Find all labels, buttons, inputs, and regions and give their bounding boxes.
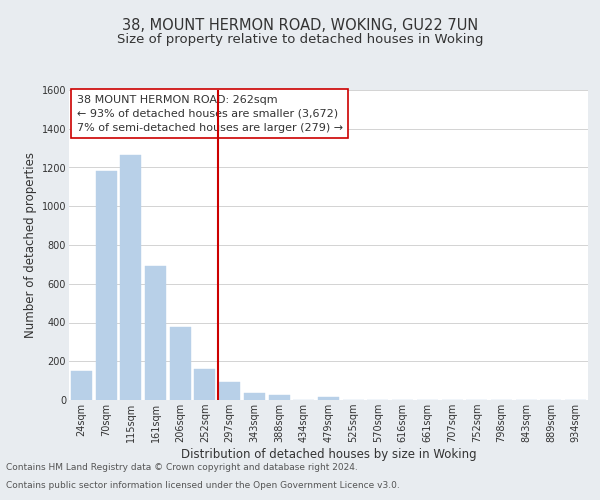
Bar: [194, 369, 215, 400]
Bar: [269, 395, 290, 400]
Y-axis label: Number of detached properties: Number of detached properties: [25, 152, 37, 338]
Bar: [219, 382, 240, 400]
Bar: [71, 372, 92, 400]
Text: Contains public sector information licensed under the Open Government Licence v3: Contains public sector information licen…: [6, 481, 400, 490]
Bar: [120, 155, 141, 400]
Text: Size of property relative to detached houses in Woking: Size of property relative to detached ho…: [117, 32, 483, 46]
Bar: [145, 266, 166, 400]
Bar: [244, 392, 265, 400]
Bar: [170, 328, 191, 400]
Text: 38, MOUNT HERMON ROAD, WOKING, GU22 7UN: 38, MOUNT HERMON ROAD, WOKING, GU22 7UN: [122, 18, 478, 32]
X-axis label: Distribution of detached houses by size in Woking: Distribution of detached houses by size …: [181, 448, 476, 461]
Text: 38 MOUNT HERMON ROAD: 262sqm
← 93% of detached houses are smaller (3,672)
7% of : 38 MOUNT HERMON ROAD: 262sqm ← 93% of de…: [77, 94, 343, 132]
Text: Contains HM Land Registry data © Crown copyright and database right 2024.: Contains HM Land Registry data © Crown c…: [6, 464, 358, 472]
Bar: [318, 397, 339, 400]
Bar: [95, 172, 116, 400]
